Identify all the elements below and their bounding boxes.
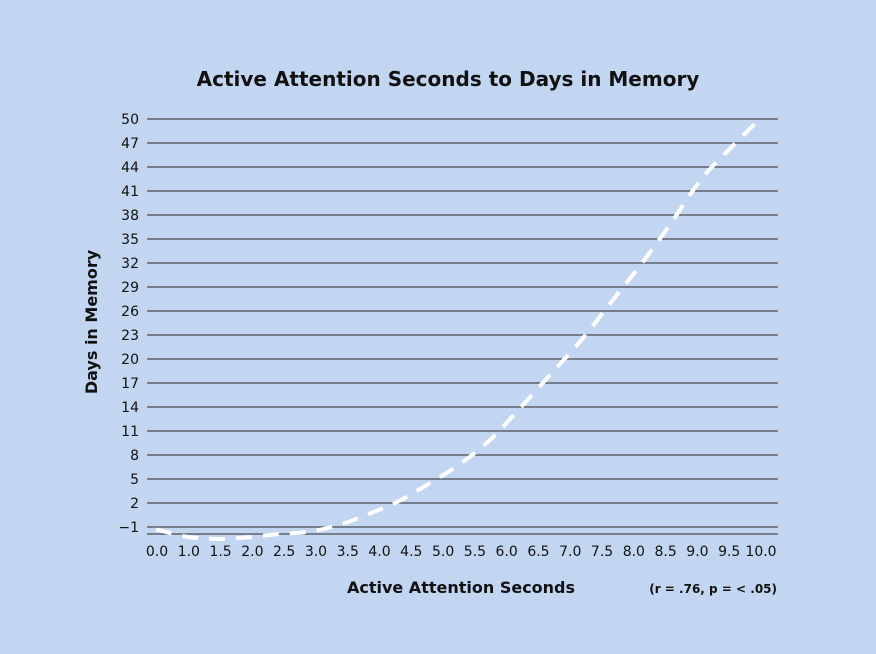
x-tick-label: 9.5	[718, 544, 740, 560]
y-tick-label: 47	[121, 136, 139, 152]
x-tick-label: 9.0	[686, 544, 708, 560]
x-tick-label: 5.5	[464, 544, 486, 560]
x-tick-label: 3.0	[305, 544, 327, 560]
series-layer	[155, 115, 764, 542]
y-tick-label: 23	[121, 328, 139, 344]
x-tick-label: 4.0	[368, 544, 390, 560]
x-tick-label: 5.0	[432, 544, 454, 560]
y-tick-label: 17	[121, 376, 139, 392]
x-tick-label: 3.5	[337, 544, 359, 560]
x-axis-title: Active Attention Seconds	[347, 578, 575, 597]
y-axis-ticks: 50 47 44 41 38 35 32 29 26 23 20 17 14 11 8 5 2 −1	[118, 112, 139, 536]
x-tick-label: 4.5	[400, 544, 422, 560]
y-tick-label: 32	[121, 256, 139, 272]
x-tick-label: 6.0	[496, 544, 518, 560]
x-tick-label: 8.0	[623, 544, 645, 560]
y-tick-label: 44	[121, 160, 139, 176]
series-line	[155, 115, 764, 542]
x-tick-label: 8.5	[654, 544, 676, 560]
y-tick-label: −1	[118, 520, 139, 536]
y-tick-label: 11	[121, 424, 139, 440]
y-tick-label: 26	[121, 304, 139, 320]
y-tick-label: 38	[121, 208, 139, 224]
y-tick-label: 50	[121, 112, 139, 128]
x-tick-label: 7.5	[591, 544, 613, 560]
x-tick-label: 2.0	[241, 544, 263, 560]
y-tick-label: 2	[130, 496, 139, 512]
x-tick-label: 7.0	[559, 544, 581, 560]
chart-title: Active Attention Seconds to Days in Memo…	[197, 67, 700, 91]
y-tick-label: 20	[121, 352, 139, 368]
y-tick-label: 41	[121, 184, 139, 200]
x-tick-label: 10.0	[745, 544, 776, 560]
y-tick-label: 5	[130, 472, 139, 488]
x-tick-label: 1.5	[209, 544, 231, 560]
x-axis-ticks: 0.0 1.0 1.5 2.0 2.5 3.0 3.5 4.0 4.5 5.0 5.5 6.0 6.5 7…	[146, 544, 777, 560]
x-tick-label: 6.5	[527, 544, 549, 560]
y-tick-label: 8	[130, 448, 139, 464]
stat-annotation: (r = .76, p = < .05)	[649, 582, 777, 596]
y-tick-label: 14	[121, 400, 139, 416]
x-tick-label: 0.0	[146, 544, 168, 560]
y-tick-label: 35	[121, 232, 139, 248]
x-tick-label: 1.0	[178, 544, 200, 560]
y-tick-label: 29	[121, 280, 139, 296]
x-tick-label: 2.5	[273, 544, 295, 560]
y-axis-title: Days in Memory	[82, 249, 101, 394]
grid-lines	[147, 118, 778, 535]
